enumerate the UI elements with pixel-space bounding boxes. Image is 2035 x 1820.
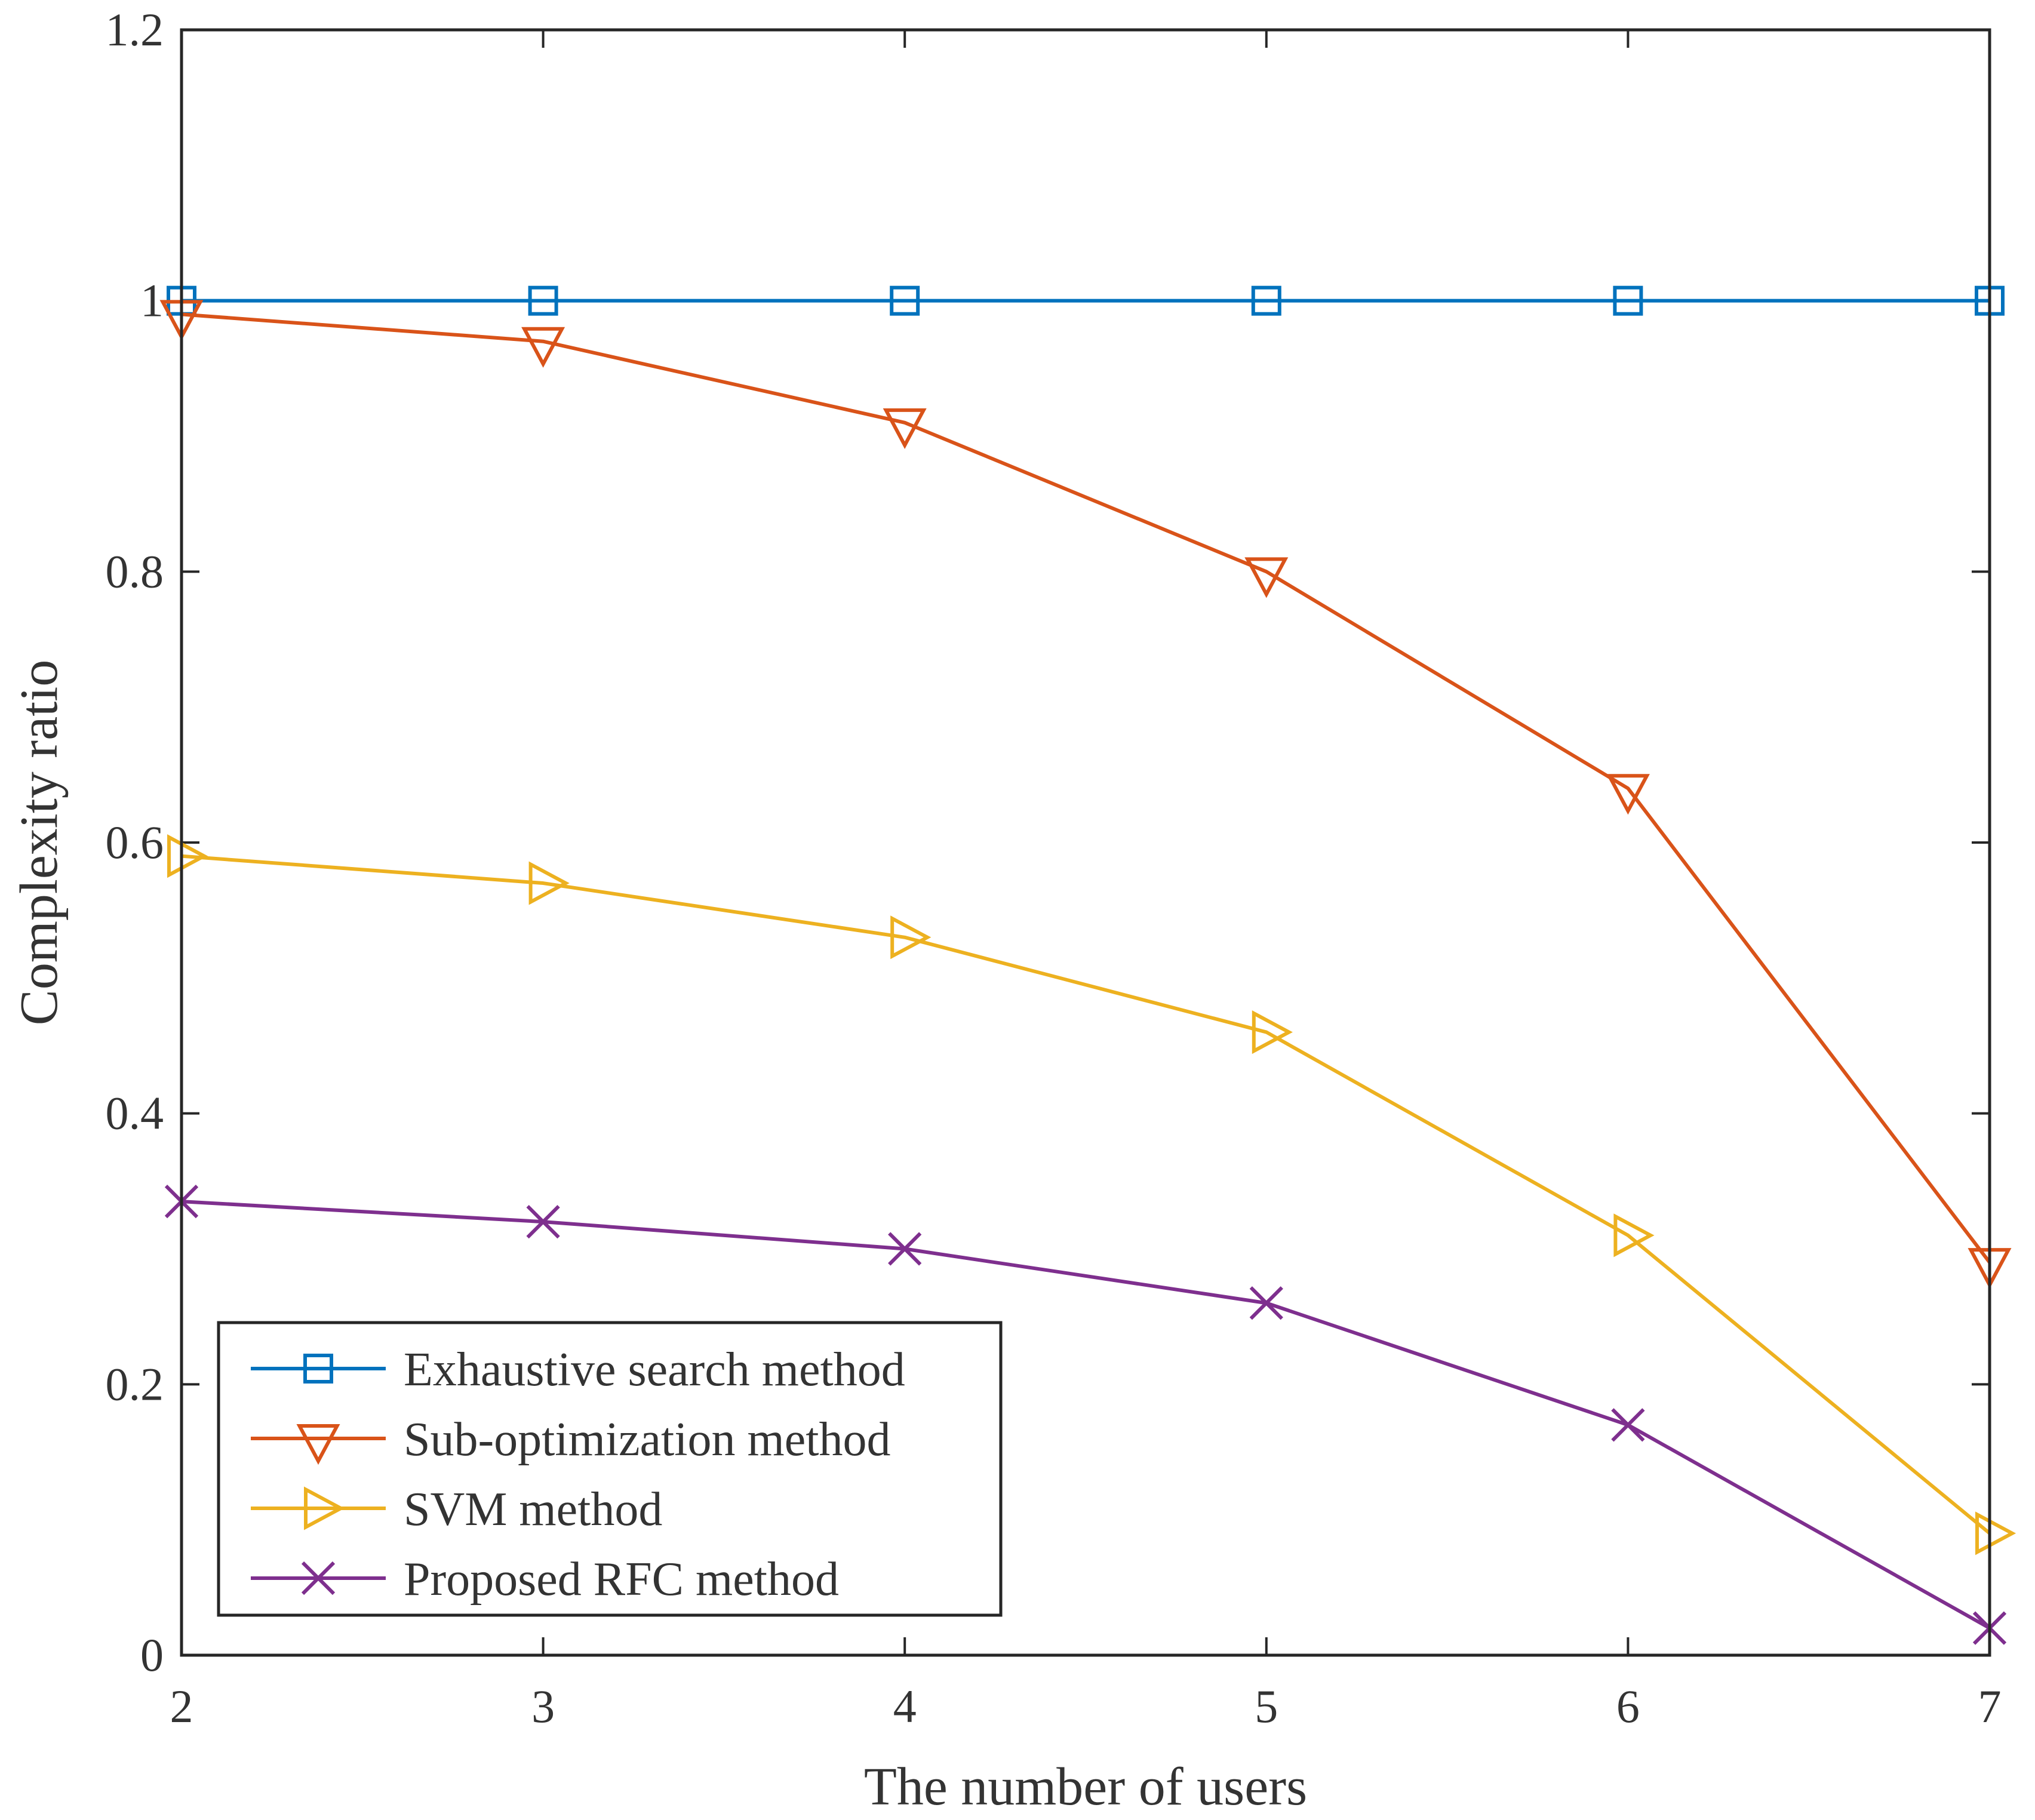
data-point	[890, 285, 920, 316]
y-tick-label: 1	[140, 275, 164, 327]
legend-label: Proposed RFC method	[404, 1553, 839, 1606]
series-3	[164, 1184, 2007, 1645]
legend-marker	[304, 1486, 345, 1530]
y-tick-labels: 0 0.2 0.4 0.6 0.8 1 1.2	[106, 4, 164, 1681]
legend-item: Sub-optimization method	[251, 1413, 890, 1466]
y-tick-label: 0	[140, 1629, 164, 1681]
data-point	[1606, 774, 1650, 815]
x-tick-labels: 2 3 4 5 6 7	[170, 1680, 2002, 1732]
legend-item: SVM method	[251, 1483, 662, 1536]
x-tick-label: 4	[893, 1680, 917, 1732]
series-2	[167, 834, 2016, 1555]
series-line	[181, 312, 1991, 1264]
data-point	[1611, 1408, 1645, 1442]
y-tick-label: 0.8	[106, 545, 164, 597]
legend-label: Exhaustive search method	[404, 1344, 905, 1396]
data-point	[526, 1205, 560, 1239]
x-tick-label: 2	[170, 1680, 193, 1732]
y-axis-title: Complexity ratio	[10, 660, 69, 1025]
legend-box	[217, 1321, 1003, 1617]
data-point	[888, 1232, 922, 1266]
data-point	[1244, 557, 1289, 598]
legend-item: Exhaustive search method	[251, 1344, 905, 1396]
x-axis-title: The number of users	[864, 1757, 1307, 1816]
y-tick-label: 0.6	[106, 816, 164, 868]
x-tick-label: 3	[531, 1680, 555, 1732]
x-tick-label: 5	[1255, 1680, 1278, 1732]
y-tick-label: 0.2	[106, 1358, 164, 1410]
legend-label: Sub-optimization method	[404, 1413, 890, 1466]
data-point	[883, 408, 927, 449]
data-point	[167, 834, 208, 878]
axes-box	[180, 28, 1991, 1657]
legend-label: SVM method	[404, 1483, 662, 1536]
data-point	[1613, 285, 1643, 316]
x-tick-label: 6	[1616, 1680, 1640, 1732]
legend-marker	[303, 1354, 333, 1384]
data-point	[1252, 1010, 1293, 1055]
series-line	[181, 1200, 1991, 1630]
data-point	[528, 285, 558, 316]
legend-marker	[301, 1561, 336, 1595]
data-point	[1249, 1286, 1283, 1320]
y-tick-label: 0.4	[106, 1087, 164, 1139]
data-point	[521, 327, 565, 368]
data-point	[1975, 1511, 2016, 1555]
data-point	[1613, 1213, 1655, 1258]
legend-marker	[296, 1424, 340, 1465]
data-point	[528, 861, 570, 905]
x-tick-label: 7	[1978, 1680, 2002, 1732]
data-point	[1251, 285, 1281, 316]
data-point	[890, 915, 932, 960]
y-tick-label: 1.2	[106, 4, 164, 56]
legend: Exhaustive search method Sub-optimization…	[217, 1321, 1003, 1617]
series-line	[181, 854, 1991, 1535]
legend-item: Proposed RFC method	[251, 1553, 839, 1606]
